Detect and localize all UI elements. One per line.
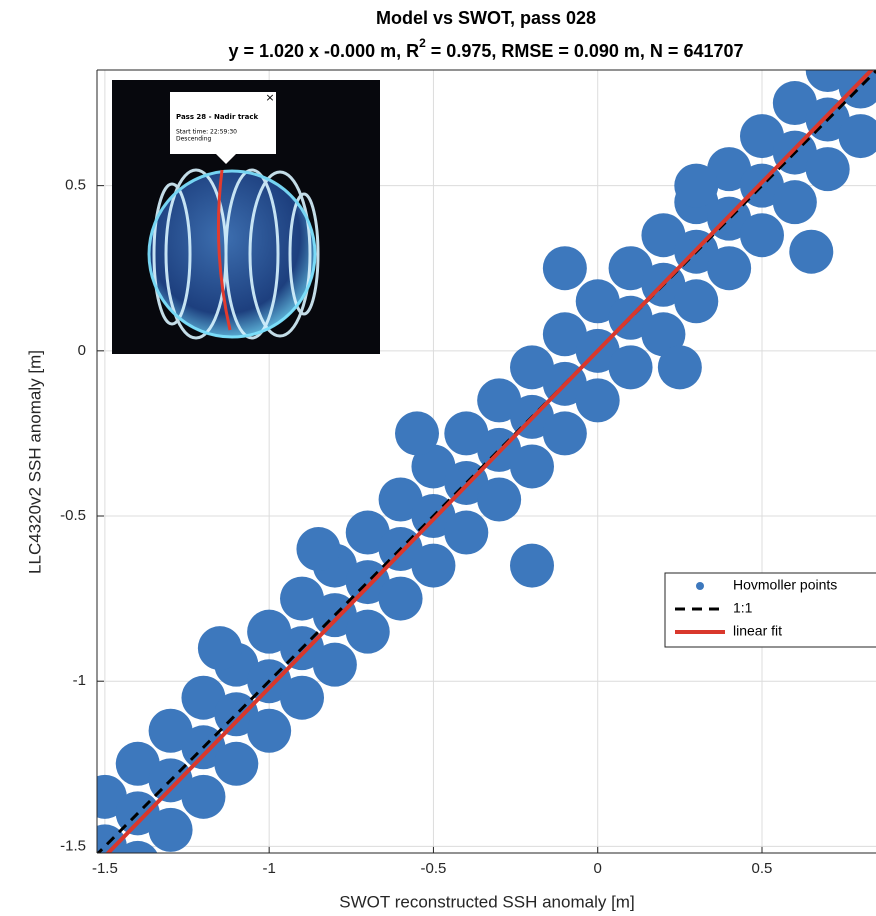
scatter-point	[197, 626, 242, 671]
scatter-point	[542, 411, 587, 456]
scatter-point	[674, 163, 719, 208]
scatter-point	[805, 147, 850, 192]
inset-image: × Pass 28 - Nadir track Start time: 22:5…	[112, 80, 380, 354]
scatter-point	[510, 345, 555, 390]
scatter-point	[345, 609, 390, 654]
scatter-point	[345, 560, 390, 605]
scatter-point	[247, 708, 292, 753]
scatter-point	[214, 692, 259, 737]
popup-close[interactable]: ×	[265, 91, 274, 104]
scatter-point	[181, 774, 226, 819]
scatter-point	[411, 543, 456, 588]
scatter-point	[345, 510, 390, 555]
scatter-point	[214, 741, 259, 786]
scatter-point	[739, 213, 784, 258]
popup-text: Start time: 22:59:30	[176, 129, 237, 136]
scatter-point	[181, 675, 226, 720]
chart-subtitle: y = 1.020 x -0.000 m, R2 = 0.975, RMSE =…	[228, 36, 743, 61]
axis-labels: SWOT reconstructed SSH anomaly [m] LLC43…	[25, 177, 772, 912]
subtitle-superscript: 2	[419, 36, 426, 50]
legend-label: linear fit	[733, 623, 782, 639]
scatter-point	[707, 147, 752, 192]
y-tick-label: 0.5	[65, 177, 86, 194]
scatter-point	[674, 279, 719, 324]
scatter-point	[148, 708, 193, 753]
nadir-track	[216, 169, 232, 331]
x-tick-label: 0	[594, 860, 602, 877]
scatter-point	[118, 840, 158, 853]
scatter-point	[477, 378, 522, 423]
scatter-point	[378, 576, 423, 621]
scatter-point	[641, 312, 686, 357]
scatter-point	[838, 114, 876, 159]
scatter-point	[657, 345, 702, 390]
line	[105, 70, 875, 853]
legend-marker	[696, 582, 704, 590]
scatter-point	[739, 114, 784, 159]
scatter-point	[477, 477, 522, 522]
orbit-tracks	[147, 168, 320, 340]
y-tick-label: -1.5	[60, 837, 86, 854]
scatter-point	[641, 213, 686, 258]
scatter-point	[575, 378, 620, 423]
popup-text: Descending	[176, 136, 212, 143]
scatter-point	[247, 609, 292, 654]
legend-label: Hovmoller points	[733, 577, 837, 593]
y-tick-label: -0.5	[60, 507, 86, 524]
scatter-point	[510, 444, 555, 489]
scatter-point	[296, 527, 341, 572]
scatter-point	[148, 807, 193, 852]
legend-label: 1:1	[733, 600, 753, 616]
scatter-point	[608, 345, 653, 390]
popup	[170, 92, 276, 164]
subtitle-part: = 0.975, RMSE = 0.090 m, N = 641707	[426, 41, 744, 61]
x-tick-label: -1.5	[92, 860, 118, 877]
chart-title: Model vs SWOT, pass 028	[376, 8, 596, 28]
scatter-point	[83, 874, 127, 916]
scatter-point	[839, 15, 876, 59]
scatter-point	[411, 444, 456, 489]
scatter-point	[575, 279, 620, 324]
legend: Hovmoller points 1:1 linear fit	[664, 572, 876, 648]
y-tick-label: -1	[73, 672, 86, 689]
x-axis-label: SWOT reconstructed SSH anomaly [m]	[339, 892, 634, 911]
popup-title: Pass 28 - Nadir track	[176, 113, 259, 121]
scatter-point	[395, 411, 440, 456]
scatter-point	[772, 180, 817, 225]
plot-area	[83, 15, 876, 916]
line	[97, 70, 876, 853]
scatter-point	[772, 81, 817, 126]
scatter-point	[378, 477, 423, 522]
scatter-point	[789, 229, 834, 274]
y-tick-label: 0	[78, 342, 86, 359]
scatter-point	[608, 246, 653, 291]
y-axis-label: LLC4320v2 SSH anomaly [m]	[25, 350, 44, 574]
scatter-point	[280, 675, 325, 720]
x-tick-label: 0.5	[752, 860, 773, 877]
x-tick-label: -0.5	[421, 860, 447, 877]
subtitle-part: y = 1.020 x -0.000 m, R	[228, 41, 419, 61]
scatter-point	[510, 543, 555, 588]
scatter-point	[280, 576, 325, 621]
scatter-point	[444, 510, 489, 555]
scatter-point	[312, 642, 357, 687]
scatter-point	[707, 246, 752, 291]
scatter-point	[115, 741, 160, 786]
scatter-point	[444, 411, 489, 456]
scatter-point	[542, 312, 587, 357]
scatter-point	[542, 246, 587, 291]
x-tick-label: -1	[262, 860, 275, 877]
